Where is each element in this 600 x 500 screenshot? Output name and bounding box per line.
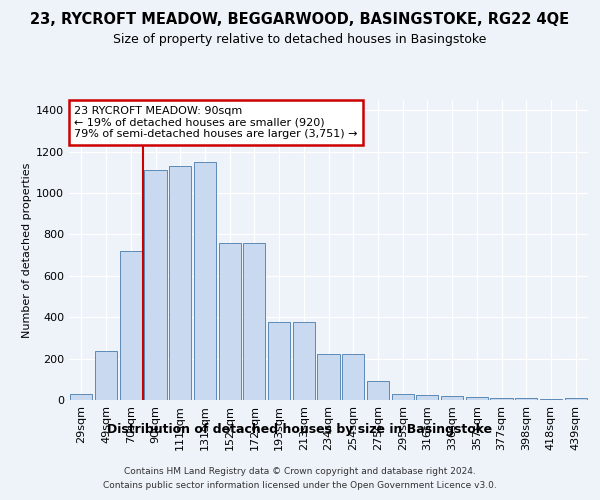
Bar xyxy=(268,322,290,400)
Bar xyxy=(515,398,538,400)
Bar xyxy=(540,399,562,400)
Bar xyxy=(218,243,241,400)
Bar xyxy=(293,322,315,400)
Text: 23 RYCROFT MEADOW: 90sqm
← 19% of detached houses are smaller (920)
79% of semi-: 23 RYCROFT MEADOW: 90sqm ← 19% of detach… xyxy=(74,106,358,139)
Bar xyxy=(317,354,340,400)
Text: Contains HM Land Registry data © Crown copyright and database right 2024.: Contains HM Land Registry data © Crown c… xyxy=(124,468,476,476)
Bar xyxy=(490,398,512,400)
Bar xyxy=(342,354,364,400)
Text: Distribution of detached houses by size in Basingstoke: Distribution of detached houses by size … xyxy=(107,422,493,436)
Bar xyxy=(119,251,142,400)
Y-axis label: Number of detached properties: Number of detached properties xyxy=(22,162,32,338)
Bar xyxy=(441,396,463,400)
Bar xyxy=(243,243,265,400)
Bar xyxy=(392,394,414,400)
Bar xyxy=(367,382,389,400)
Bar xyxy=(194,162,216,400)
Text: Size of property relative to detached houses in Basingstoke: Size of property relative to detached ho… xyxy=(113,32,487,46)
Bar xyxy=(565,398,587,400)
Text: Contains public sector information licensed under the Open Government Licence v3: Contains public sector information licen… xyxy=(103,481,497,490)
Bar xyxy=(145,170,167,400)
Bar xyxy=(466,397,488,400)
Bar xyxy=(95,352,117,400)
Text: 23, RYCROFT MEADOW, BEGGARWOOD, BASINGSTOKE, RG22 4QE: 23, RYCROFT MEADOW, BEGGARWOOD, BASINGST… xyxy=(31,12,569,28)
Bar xyxy=(169,166,191,400)
Bar xyxy=(70,394,92,400)
Bar xyxy=(416,395,439,400)
